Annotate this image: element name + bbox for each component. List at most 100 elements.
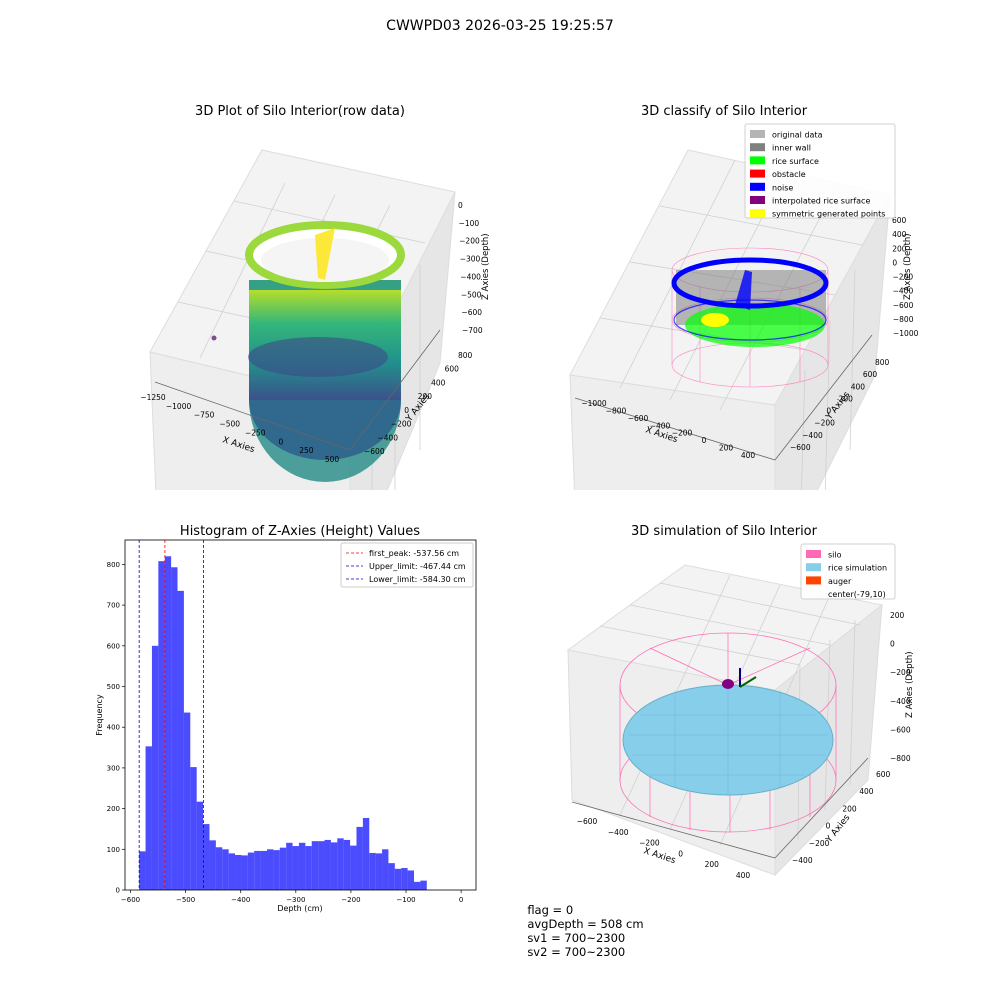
histogram-x-ticklabel: −400	[231, 896, 250, 904]
simulation-z-tick: 0	[890, 640, 895, 649]
simulation-legend-swatch	[806, 563, 821, 572]
raw-x-tick: −750	[194, 411, 215, 420]
raw-y-ticklabels: −600 −400 −200 0 200 400 600 800	[364, 351, 473, 456]
histogram-bar	[305, 846, 312, 890]
histogram-bar	[414, 881, 421, 890]
raw-z-tick: 0	[458, 201, 463, 210]
raw-y-tick: 200	[418, 392, 433, 401]
histogram-x-ticklabel: −200	[341, 896, 360, 904]
classify-symmetric-points	[701, 313, 729, 327]
classify-z-tick: −400	[893, 287, 914, 296]
histogram-bar	[228, 853, 236, 890]
raw-x-tick: 250	[299, 446, 314, 455]
classify-y-tick: −400	[802, 431, 823, 440]
raw-outlier-point	[211, 335, 217, 341]
classify-legend-swatch	[750, 143, 765, 152]
histogram-bar	[324, 839, 331, 890]
raw-x-tick: −500	[219, 420, 240, 429]
histogram-bar	[356, 826, 363, 890]
avg-depth-value: avgDepth = 508 cm	[527, 917, 644, 931]
histogram-bar	[382, 849, 389, 890]
histogram-y-ticklabel: 700	[107, 602, 120, 610]
histogram-bar	[388, 863, 395, 890]
histogram-legend-label: Upper_limit: -467.44 cm	[369, 562, 466, 571]
classify-legend-label: symmetric generated points	[772, 210, 885, 219]
raw-z-tick: −500	[461, 290, 482, 299]
classify-z-tick: −800	[893, 315, 914, 324]
histogram-bar	[183, 712, 191, 890]
histogram-bar	[330, 842, 338, 890]
classify-legend-swatch	[750, 209, 765, 218]
classify-legend-label: obstacle	[772, 170, 806, 179]
classify-x-tick: −400	[650, 421, 671, 430]
histogram-bar	[286, 842, 293, 890]
simulation-axis-x-arrow	[739, 676, 757, 688]
histogram-bar	[215, 847, 223, 890]
classify-legend-label: rice surface	[772, 157, 819, 166]
histogram-x-ticks: −600 −500 −400 −300 −200 −100 0	[121, 890, 463, 904]
histogram-bar	[260, 850, 267, 890]
histogram-bar	[337, 838, 344, 890]
histogram-bar	[311, 841, 319, 890]
simulation-legend-swatch	[806, 550, 821, 558]
classify-legend-label: interpolated rice surface	[772, 197, 870, 206]
histogram-bar	[190, 767, 197, 890]
classify-x-tick: −1000	[581, 399, 607, 408]
raw-z-tick: −300	[460, 255, 481, 264]
simulation-y-tick: 200	[842, 804, 857, 813]
histogram-y-ticklabel: 0	[116, 887, 120, 895]
simulation-y-tick: −400	[792, 856, 813, 865]
histogram-bar	[139, 851, 146, 890]
histogram-bar	[343, 839, 351, 890]
simulation-x-tick: −200	[639, 839, 660, 848]
histogram-bar	[247, 852, 255, 890]
histogram-bar	[350, 845, 357, 890]
sv1-value: sv1 = 700~2300	[527, 931, 626, 945]
simulation-legend-label: center(-79,10)	[828, 590, 886, 599]
raw-y-tick: 0	[404, 406, 409, 415]
histogram-y-ticklabel: 500	[107, 683, 120, 691]
simulation-z-ticklabels: 200 0 −200 −400 −600 −800	[890, 611, 911, 763]
classify-y-tick: −600	[790, 443, 811, 452]
histogram-x-ticklabel: 0	[459, 896, 463, 904]
classify-y-ticklabels: −600 −400 −200 0 200 400 600 800	[790, 358, 890, 452]
raw-y-tick: 400	[431, 378, 446, 387]
classify-z-ticklabels: 600 400 200 0 −200 −400 −600 −800 −1000	[892, 216, 919, 338]
histogram-legend-label: first_peak: -537.56 cm	[369, 549, 459, 558]
sv2-value: sv2 = 700~2300	[527, 945, 626, 959]
histogram-x-ticklabel: −300	[286, 896, 305, 904]
histogram-bar	[241, 855, 248, 890]
histogram-bar	[209, 840, 216, 890]
classify-z-tick: −1000	[893, 329, 919, 338]
histogram-bar	[362, 817, 370, 890]
classify-legend-swatch	[750, 182, 765, 191]
raw-y-tick: 800	[458, 351, 473, 360]
raw-z-tick: −200	[459, 237, 480, 246]
histogram-bar	[171, 567, 178, 890]
histogram-y-ticklabel: 800	[107, 561, 120, 569]
classify-x-tick: −200	[672, 429, 693, 438]
simulation-y-tick: 400	[859, 787, 874, 796]
simulation-x-tick: −400	[608, 828, 629, 837]
histogram-title: Histogram of Z-Axies (Height) Values	[179, 524, 421, 539]
raw-cylinder-bottom-edge	[248, 337, 388, 377]
classify-plot-title: 3D classify of Silo Interior	[640, 104, 808, 119]
histogram-y-ticklabel: 600	[107, 642, 120, 650]
histogram-bar	[222, 849, 229, 890]
classify-z-tick: 0	[892, 258, 897, 267]
status-footer: flag = 0 avgDepth = 508 cm sv1 = 700~230…	[520, 889, 658, 959]
histogram-bar	[235, 855, 242, 890]
histogram-bar	[273, 850, 280, 890]
classify-zlabel: Z Axies (Depth)	[903, 233, 913, 300]
classify-legend-label: original data	[772, 131, 823, 140]
classify-z-tick: 400	[892, 230, 907, 239]
histogram-bar	[279, 847, 287, 890]
classify-x-tick: −800	[606, 406, 627, 415]
histogram-y-ticklabel: 100	[107, 846, 120, 854]
histogram-bar	[420, 880, 427, 890]
histogram-bar	[196, 801, 204, 890]
